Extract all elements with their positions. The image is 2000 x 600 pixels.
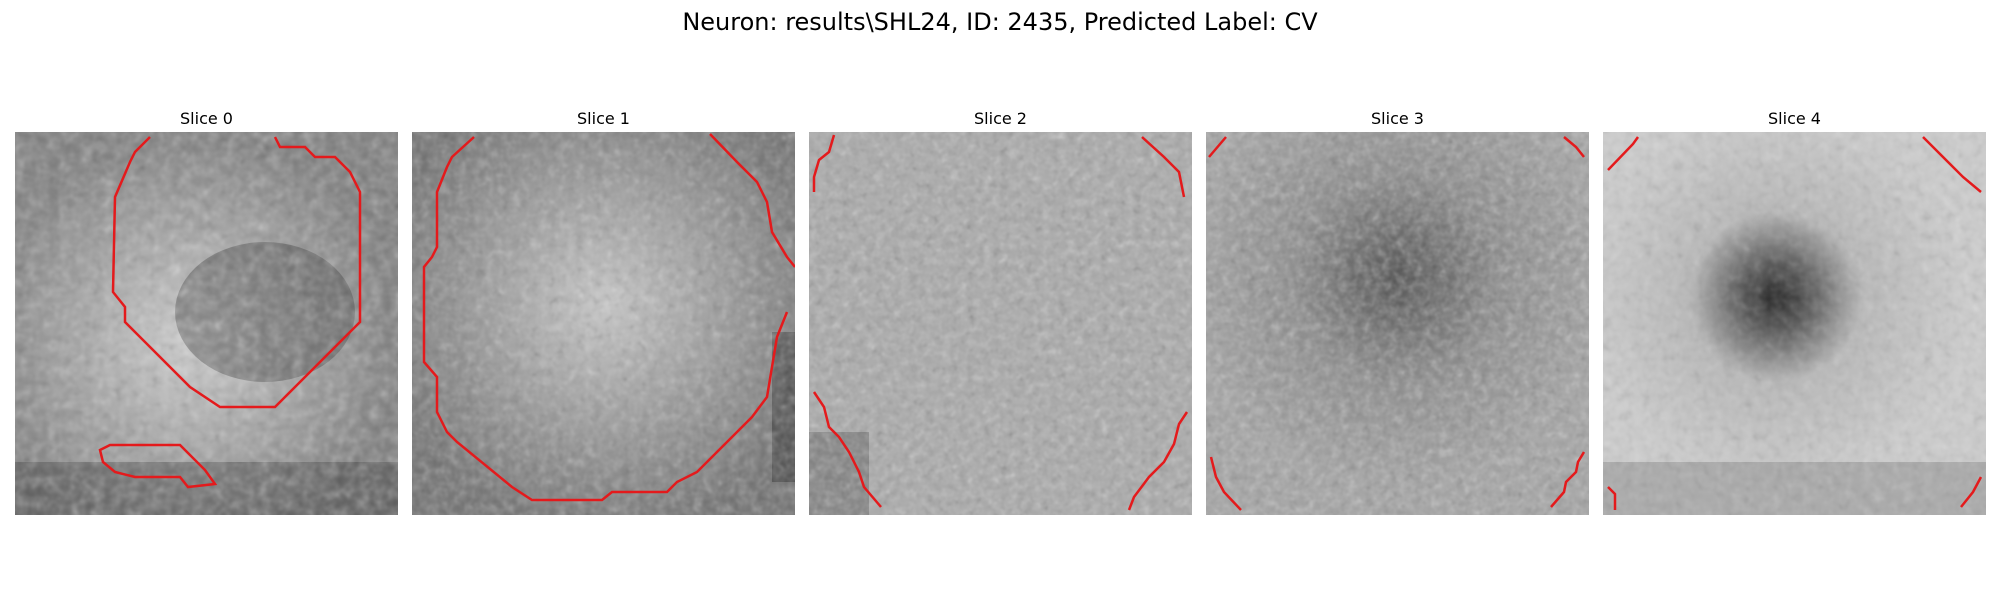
slice-panel-2: Slice 2 <box>809 106 1192 515</box>
contour-outline <box>1922 136 1982 193</box>
slice-image-2 <box>809 132 1192 515</box>
figure-title: Neuron: results\SHL24, ID: 2435, Predict… <box>682 8 1318 36</box>
slice-panel-4: Slice 4 <box>1603 106 1986 515</box>
contour-outline <box>111 136 362 409</box>
contour-outline <box>812 391 882 508</box>
slice-title-0: Slice 0 <box>180 109 233 128</box>
contour-outline <box>812 134 836 192</box>
contour-outline <box>1607 136 1640 171</box>
contour-outline <box>709 133 795 268</box>
slice-image-4 <box>1603 132 1986 515</box>
slice-title-2: Slice 2 <box>974 109 1027 128</box>
contour-outline <box>1208 136 1227 158</box>
slice-image-1 <box>412 132 795 515</box>
slice-image-3 <box>1206 132 1589 515</box>
contour-outline <box>1550 451 1586 508</box>
contour-outline <box>98 443 218 489</box>
slice-panel-3: Slice 3 <box>1206 106 1589 515</box>
slice-panel-0: Slice 0 <box>15 106 398 515</box>
slice-title-1: Slice 1 <box>577 109 630 128</box>
contour-outline <box>1209 456 1242 511</box>
contour-outline <box>1127 411 1189 511</box>
slice-image-0 <box>15 132 398 515</box>
slice-panel-1: Slice 1 <box>412 106 795 515</box>
contour-outline <box>422 136 789 502</box>
slice-title-4: Slice 4 <box>1768 109 1821 128</box>
contour-outline <box>1960 476 1983 508</box>
slice-title-3: Slice 3 <box>1371 109 1424 128</box>
contour-outline <box>1607 486 1617 510</box>
contour-outline <box>1563 136 1585 158</box>
contour-outline <box>1141 136 1186 198</box>
